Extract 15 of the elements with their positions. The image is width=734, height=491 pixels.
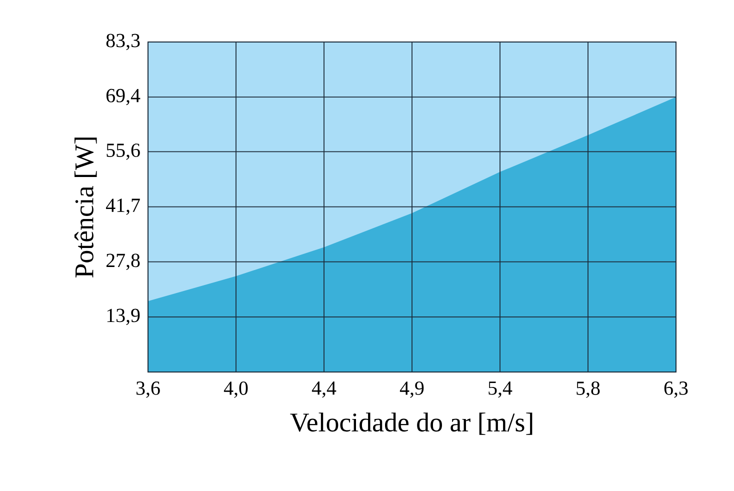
x-tick-label: 4,0: [224, 382, 248, 398]
x-tick-label: 6,3: [664, 382, 688, 398]
x-axis-title: Velocidade do ar [m/s]: [290, 412, 532, 435]
x-tick-label: 5,8: [576, 382, 600, 398]
y-axis-title: Potência [W]: [74, 138, 97, 278]
x-tick-label: 4,4: [312, 382, 336, 398]
x-tick-label: 4,9: [400, 382, 424, 398]
y-tick-label: 41,7: [106, 198, 140, 215]
x-tick-label: 3,6: [136, 382, 160, 398]
y-tick-label: 83,3: [106, 34, 140, 50]
y-tick-label: 55,6: [106, 144, 140, 160]
x-tick-label: 5,4: [488, 382, 512, 398]
y-tick-label: 69,4: [106, 88, 140, 106]
y-tick-label: 13,9: [107, 308, 140, 326]
y-tick-label: 27,8: [106, 254, 140, 270]
